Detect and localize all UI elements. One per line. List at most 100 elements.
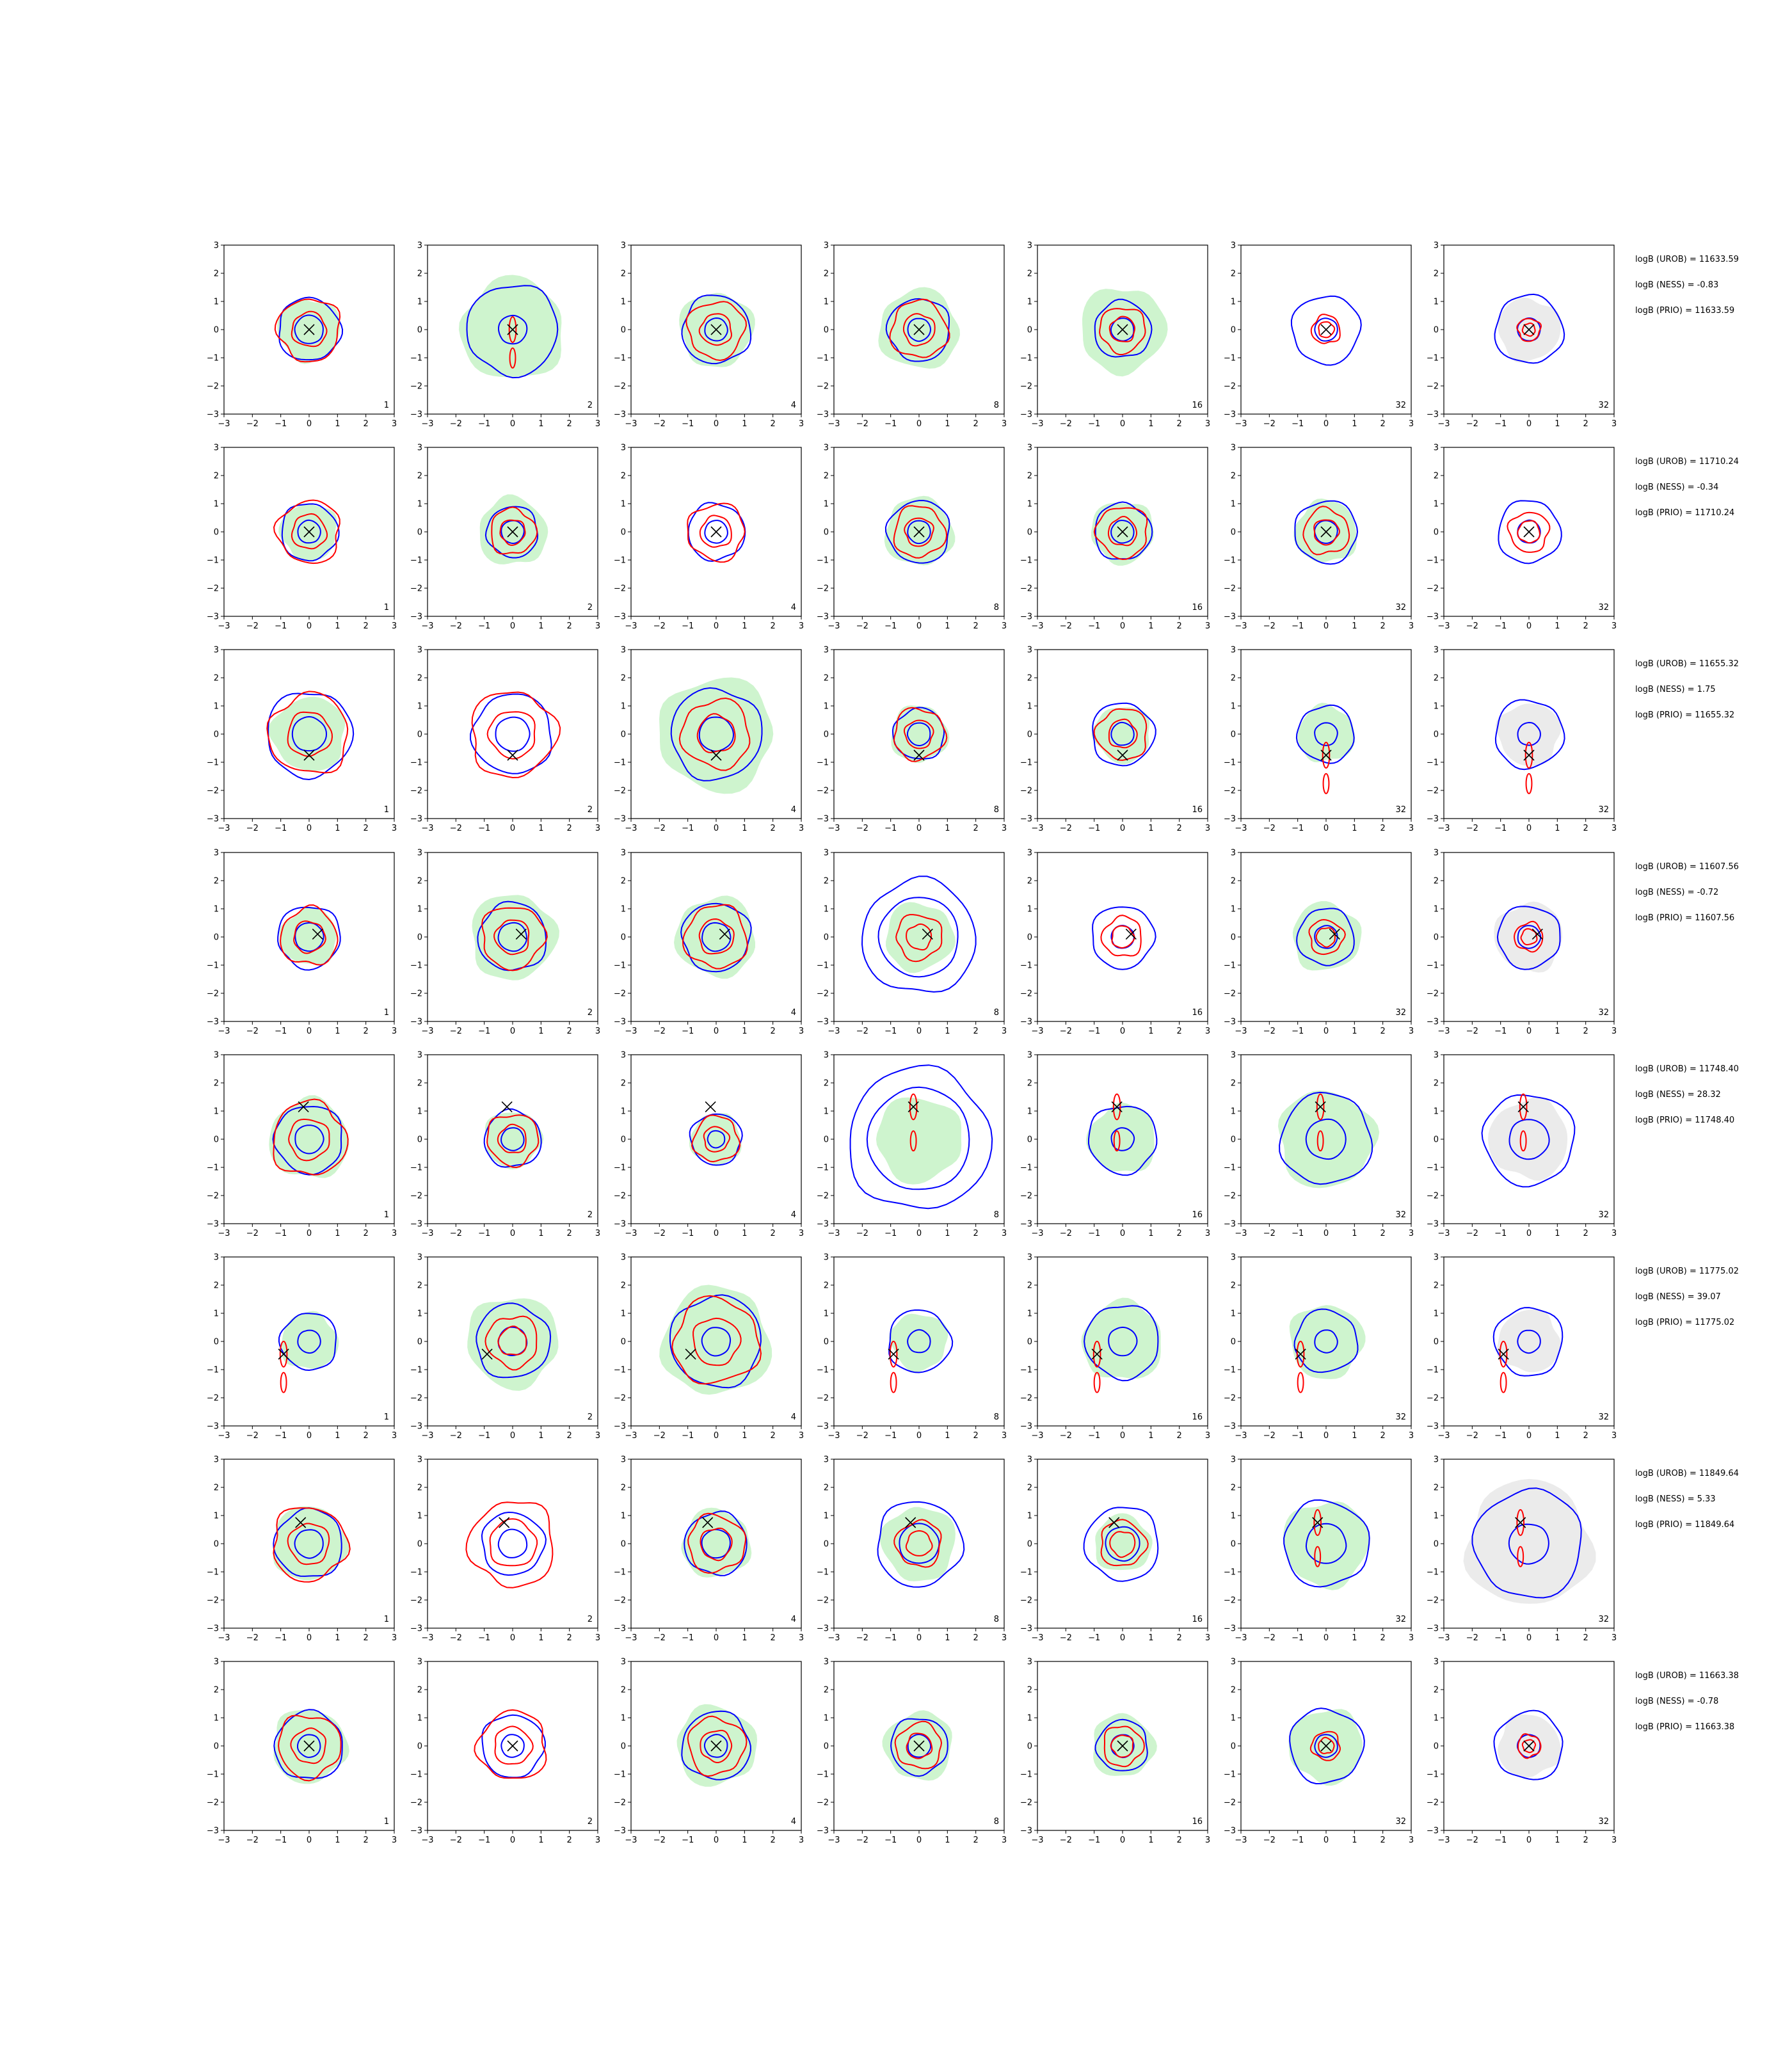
x-tick-label: 0 bbox=[1120, 1836, 1125, 1845]
x-tick-label: 0 bbox=[307, 1027, 312, 1036]
y-tick-label: 0 bbox=[1434, 1540, 1439, 1549]
x-tick-label: 2 bbox=[973, 419, 979, 429]
x-tick-label: −3 bbox=[1235, 1229, 1247, 1238]
red-inner-contour bbox=[1318, 1736, 1335, 1754]
y-tick-label: −3 bbox=[1224, 815, 1236, 824]
red-outer-contour bbox=[1100, 915, 1142, 957]
x-tick-label: 0 bbox=[1324, 1431, 1329, 1441]
x-tick-label: 2 bbox=[1583, 1229, 1588, 1238]
x-tick-label: −1 bbox=[1088, 1633, 1100, 1643]
blue-inner-contour bbox=[297, 519, 321, 544]
y-tick-label: 0 bbox=[417, 1338, 422, 1347]
y-tick-label: −3 bbox=[1020, 1827, 1032, 1836]
x-tick-label: 3 bbox=[1409, 824, 1414, 833]
y-tick-label: −1 bbox=[1020, 1366, 1032, 1375]
y-tick-label: −1 bbox=[1224, 1770, 1236, 1780]
x-tick-label: 3 bbox=[392, 419, 397, 429]
y-tick-label: 1 bbox=[1231, 1714, 1236, 1724]
column-number-label: 32 bbox=[1598, 1008, 1609, 1018]
blue-outer-contour bbox=[890, 1718, 948, 1777]
x-tick-label: 1 bbox=[1148, 1836, 1153, 1845]
y-tick-label: 1 bbox=[824, 1309, 829, 1319]
y-tick-label: 0 bbox=[214, 933, 219, 943]
blue-outer-contour bbox=[885, 298, 950, 362]
true-value-marker bbox=[501, 1101, 513, 1112]
blue-outer-contour bbox=[681, 1710, 751, 1780]
y-tick-label: 2 bbox=[621, 674, 626, 684]
density-fill bbox=[1496, 1309, 1561, 1373]
y-tick-label: −2 bbox=[410, 1596, 422, 1606]
y-tick-label: 0 bbox=[1231, 933, 1236, 943]
true-value-marker bbox=[719, 929, 730, 940]
red-narrow-contour bbox=[1516, 1509, 1525, 1536]
true-value-marker bbox=[1117, 1740, 1128, 1752]
x-tick-label: −2 bbox=[653, 1431, 666, 1441]
y-tick-label: 2 bbox=[1027, 877, 1032, 886]
blue-inner-contour bbox=[500, 1734, 525, 1758]
blue-outer-contour bbox=[1293, 1308, 1359, 1373]
x-tick-label: 0 bbox=[1324, 1229, 1329, 1238]
y-tick-label: 3 bbox=[214, 1253, 219, 1263]
x-tick-label: −1 bbox=[1088, 1027, 1100, 1036]
x-tick-label: 1 bbox=[1148, 419, 1153, 429]
y-tick-label: 2 bbox=[1027, 1281, 1032, 1291]
x-tick-label: −1 bbox=[478, 1431, 490, 1441]
column-number-label: 16 bbox=[1192, 1210, 1203, 1220]
y-tick-label: −1 bbox=[817, 758, 829, 768]
blue-outer-contour bbox=[1492, 1307, 1564, 1377]
x-tick-label: 0 bbox=[1120, 419, 1125, 429]
y-tick-label: −3 bbox=[1427, 410, 1439, 420]
red-outer-contour bbox=[1093, 708, 1148, 761]
y-tick-label: 3 bbox=[417, 241, 422, 251]
x-tick-label: 0 bbox=[307, 1633, 312, 1643]
y-tick-label: 0 bbox=[1434, 730, 1439, 740]
blue-inner-contour bbox=[1110, 1127, 1135, 1151]
blue-inner-contour bbox=[1110, 520, 1135, 544]
density-fill bbox=[659, 1284, 772, 1395]
x-tick-label: 1 bbox=[1352, 1836, 1357, 1845]
red-inner-contour bbox=[1521, 323, 1536, 337]
x-tick-label: 2 bbox=[1583, 1836, 1588, 1845]
y-tick-label: −2 bbox=[1224, 1394, 1236, 1404]
blue-outer-contour bbox=[1283, 1499, 1370, 1588]
y-tick-label: 3 bbox=[1231, 444, 1236, 453]
density-fill bbox=[1494, 901, 1562, 973]
y-tick-label: 2 bbox=[621, 877, 626, 886]
red-outer-contour bbox=[1308, 918, 1346, 956]
x-tick-label: −2 bbox=[653, 621, 666, 631]
y-tick-label: 0 bbox=[1231, 1742, 1236, 1752]
y-tick-label: 3 bbox=[1434, 646, 1439, 655]
red-inner-contour bbox=[905, 1530, 933, 1556]
y-tick-label: −2 bbox=[817, 1596, 829, 1606]
x-tick-label: 2 bbox=[1177, 1229, 1182, 1238]
x-tick-label: −1 bbox=[1088, 1431, 1100, 1441]
x-tick-label: 1 bbox=[538, 621, 543, 631]
x-tick-label: 2 bbox=[1177, 621, 1182, 631]
x-tick-label: −3 bbox=[218, 1633, 230, 1643]
density-fill bbox=[479, 494, 548, 564]
y-tick-label: −3 bbox=[614, 410, 626, 420]
y-tick-label: −2 bbox=[1427, 584, 1439, 594]
x-tick-label: 1 bbox=[1555, 419, 1560, 429]
x-tick-label: 1 bbox=[335, 824, 340, 833]
blue-inner-contour bbox=[707, 1130, 726, 1149]
true-value-marker bbox=[1295, 1348, 1306, 1360]
x-tick-label: 3 bbox=[1409, 1027, 1414, 1036]
x-tick-label: 3 bbox=[1409, 1633, 1414, 1643]
y-tick-label: −1 bbox=[207, 758, 219, 768]
x-tick-label: −3 bbox=[828, 1431, 840, 1441]
x-tick-label: −1 bbox=[1494, 1229, 1507, 1238]
column-number-label: 1 bbox=[384, 1008, 389, 1018]
x-tick-label: 0 bbox=[1526, 1836, 1532, 1845]
red-outer-contour bbox=[1516, 317, 1542, 342]
column-number-label: 4 bbox=[791, 1008, 796, 1018]
x-tick-label: 2 bbox=[364, 419, 369, 429]
column-number-label: 8 bbox=[994, 1210, 999, 1220]
y-tick-label: 3 bbox=[214, 1658, 219, 1667]
y-tick-label: 2 bbox=[1434, 1484, 1439, 1493]
